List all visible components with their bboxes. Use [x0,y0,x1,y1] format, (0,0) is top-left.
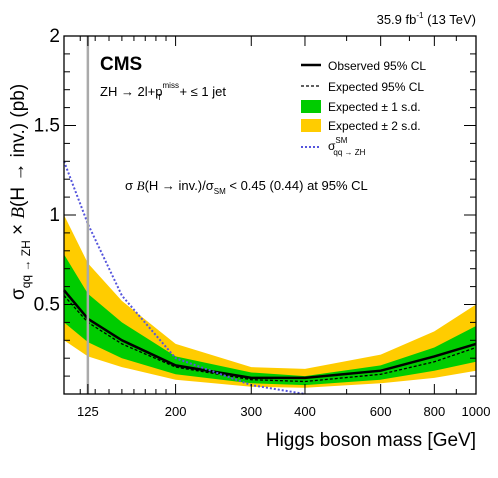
y-axis-title: σqq → ZH × B(H → inv.) (pb) [8,84,33,300]
y-tick-label: 1.5 [34,116,60,137]
legend-expected-label: Expected 95% CL [328,80,424,94]
band-1sd [64,254,476,386]
x-tick-label: 800 [423,404,445,419]
expected-line [63,295,477,383]
y-tick-label: 1 [49,205,60,226]
x-tick-label: 200 [165,404,187,419]
y-tick-label: 2 [49,26,60,47]
x-tick-label: 400 [294,404,316,419]
selection-label: ZH → 2l+pmiss T + ≤ 1 jet [100,81,226,102]
legend: Observed 95% CL Expected 95% CL Expected… [301,59,426,157]
band-2sd [64,215,476,388]
legend-observed-label: Observed 95% CL [328,59,426,73]
x-tick-label: 125 [77,404,99,419]
legend-band2-label: Expected ± 2 s.d. [328,119,421,133]
legend-band2-swatch [301,119,321,132]
result-annotation: σ B(H → inv.)/σSM < 0.45 (0.44) at 95% C… [125,178,368,196]
experiment-label: CMS [100,54,142,75]
luminosity-label: 35.9 fb-1 (13 TeV) [377,11,476,27]
legend-theory-label: σSM qq → ZH [328,136,366,157]
observed-line [63,289,477,380]
legend-band1-label: Expected ± 1 s.d. [328,100,421,114]
x-tick-label: 1000 [462,404,491,419]
y-tick-label: 0.5 [34,295,60,316]
x-tick-label: 600 [370,404,392,419]
x-tick-label: 300 [240,404,262,419]
legend-band1-swatch [301,100,321,113]
x-axis-title: Higgs boson mass [GeV] [266,430,476,451]
